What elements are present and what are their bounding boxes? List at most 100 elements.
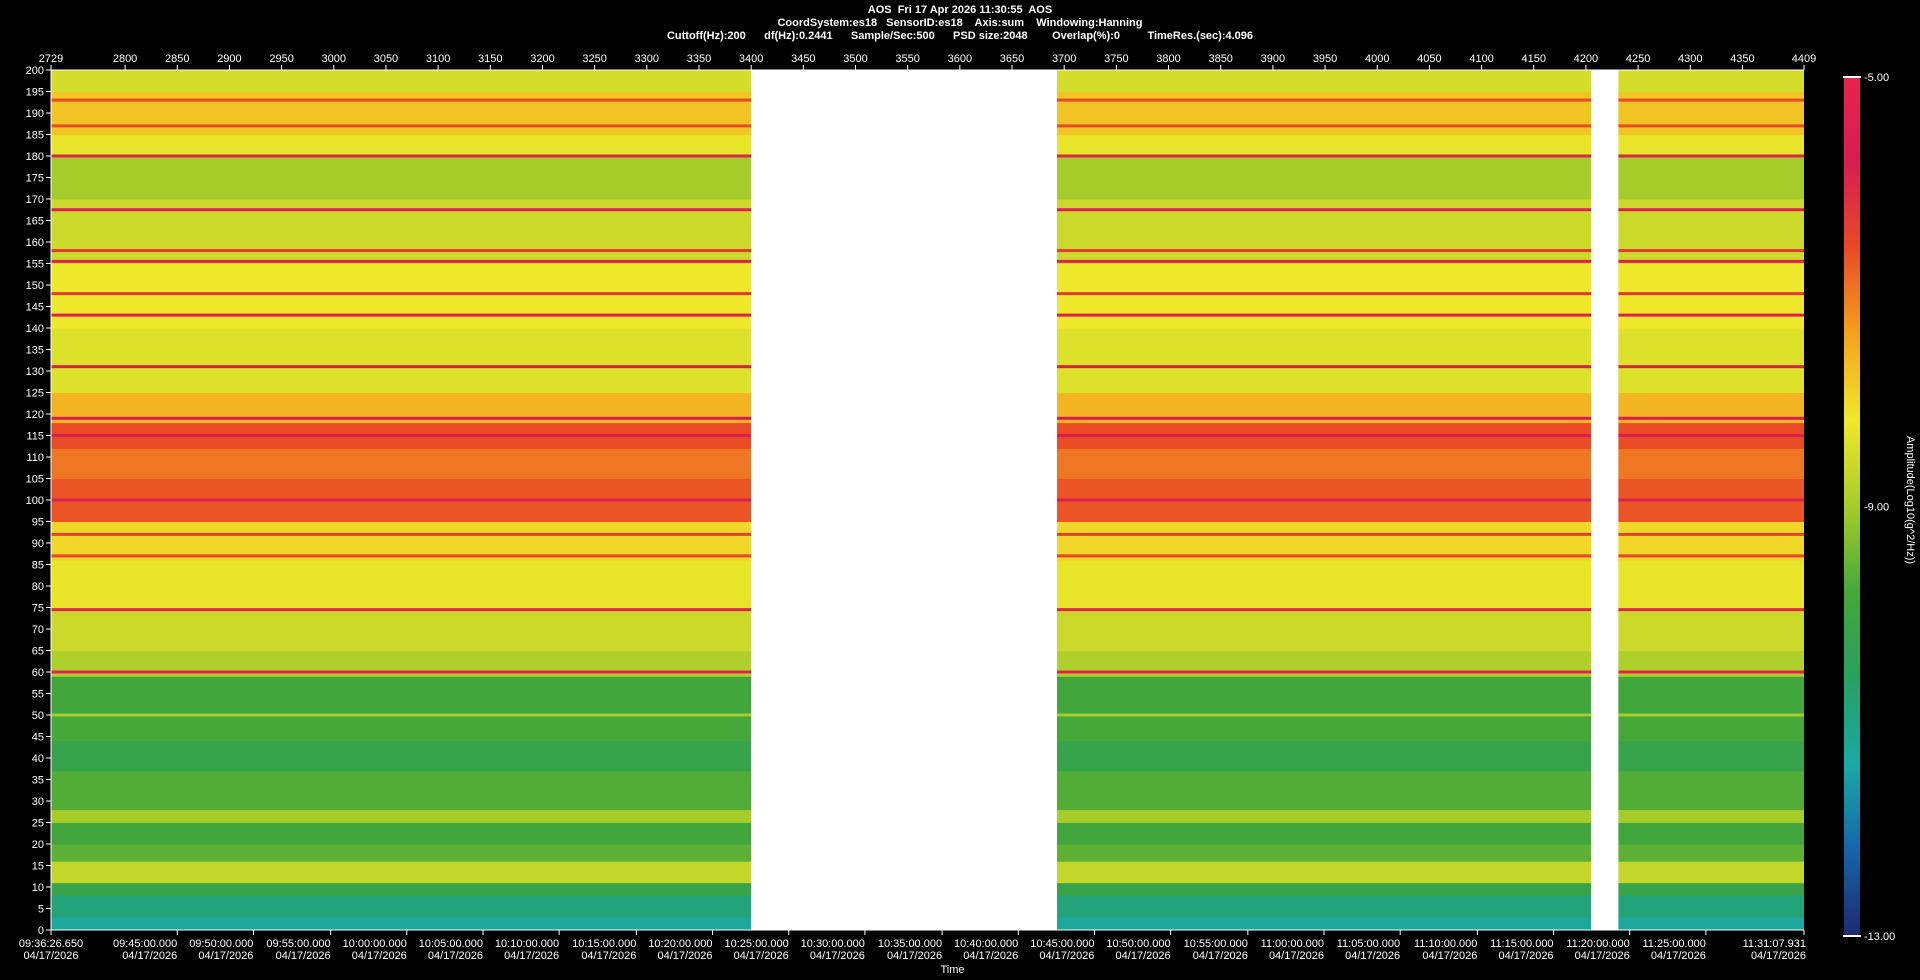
y-tick-label: 160 bbox=[26, 237, 44, 249]
frequency-band bbox=[51, 822, 752, 845]
spectral-line bbox=[1618, 259, 1804, 263]
top-tick-label: 3650 bbox=[1000, 53, 1024, 65]
frequency-band bbox=[1618, 448, 1804, 479]
frequency-band bbox=[51, 809, 752, 823]
y-tick-label: 155 bbox=[26, 259, 44, 271]
top-tick-label: 3850 bbox=[1208, 53, 1232, 65]
chart-header: AOS Fri 17 Apr 2026 11:30:55 AOS CoordSy… bbox=[0, 4, 1920, 43]
bottom-tick-time: 10:20:00.000 bbox=[648, 938, 712, 950]
spectral-line bbox=[1056, 98, 1592, 102]
frequency-band bbox=[1618, 263, 1804, 329]
spectral-line bbox=[51, 292, 752, 296]
bottom-tick-date: 04/17/2026 bbox=[1651, 950, 1706, 962]
frequency-band bbox=[1056, 134, 1592, 157]
top-tick-label: 4250 bbox=[1626, 53, 1650, 65]
frequency-band bbox=[1618, 521, 1804, 561]
y-tick-label: 120 bbox=[26, 409, 44, 421]
frequency-band bbox=[1056, 156, 1592, 200]
frequency-band bbox=[51, 521, 752, 561]
bottom-tick-date: 04/17/2026 bbox=[1345, 950, 1400, 962]
spectral-line bbox=[1618, 154, 1804, 158]
frequency-band bbox=[1618, 560, 1804, 608]
y-tick-label: 105 bbox=[26, 474, 44, 486]
spectral-line bbox=[1618, 498, 1804, 502]
top-tick-label: 3600 bbox=[948, 53, 972, 65]
frequency-band bbox=[1618, 328, 1804, 393]
top-tick-label: 4200 bbox=[1574, 53, 1598, 65]
spectral-line bbox=[1056, 124, 1592, 128]
top-tick-label: 3750 bbox=[1104, 53, 1128, 65]
y-tick-label: 95 bbox=[32, 517, 44, 529]
data-gap bbox=[1591, 70, 1619, 930]
spectral-line bbox=[51, 313, 752, 317]
bottom-tick-time: 10:30:00.000 bbox=[801, 938, 865, 950]
frequency-band bbox=[1618, 740, 1804, 772]
y-tick-label: 30 bbox=[32, 796, 44, 808]
frequency-band bbox=[1618, 861, 1804, 884]
y-tick-label: 20 bbox=[32, 839, 44, 851]
y-tick-label: 25 bbox=[32, 818, 44, 830]
spectral-line bbox=[1618, 292, 1804, 296]
frequency-band bbox=[51, 882, 752, 897]
bottom-tick-date: 04/17/2026 bbox=[23, 950, 78, 962]
bottom-tick-time: 10:35:00.000 bbox=[878, 938, 942, 950]
frequency-band bbox=[1056, 844, 1592, 862]
spectral-line bbox=[51, 416, 752, 420]
top-tick-label: 4050 bbox=[1417, 53, 1441, 65]
spectral-line bbox=[1056, 416, 1592, 420]
frequency-band bbox=[1618, 70, 1804, 92]
spectral-line bbox=[1618, 365, 1804, 369]
data-segment bbox=[51, 70, 752, 931]
bottom-tick-time: 10:55:00.000 bbox=[1184, 938, 1248, 950]
spectral-line bbox=[1618, 434, 1804, 437]
spectrogram-heatmap bbox=[51, 70, 1804, 931]
top-tick-label: 3500 bbox=[843, 53, 867, 65]
spectral-line bbox=[1056, 292, 1592, 296]
top-tick-label: 2800 bbox=[113, 53, 137, 65]
frequency-band bbox=[1618, 809, 1804, 823]
y-tick-label: 90 bbox=[32, 538, 44, 550]
top-tick-label: 3100 bbox=[426, 53, 450, 65]
top-tick-label: 3000 bbox=[322, 53, 346, 65]
bottom-tick-date: 04/17/2026 bbox=[1116, 950, 1171, 962]
y-tick-label: 150 bbox=[26, 280, 44, 292]
spectral-line bbox=[1056, 713, 1592, 717]
frequency-band bbox=[1618, 156, 1804, 200]
bottom-tick-date: 04/17/2026 bbox=[963, 950, 1018, 962]
spectral-line bbox=[1618, 670, 1804, 674]
frequency-band bbox=[1056, 861, 1592, 884]
y-tick-label: 35 bbox=[32, 775, 44, 787]
y-tick-label: 135 bbox=[26, 345, 44, 357]
data-segment bbox=[1618, 70, 1804, 931]
bottom-tick-time: 11:10:00.000 bbox=[1414, 938, 1477, 950]
colorbar: -5.00 -9.00 -13.00 Amplitude(Log10(g^2/Hz)) bbox=[1843, 72, 1916, 943]
bottom-tick-date: 04/17/2026 bbox=[1422, 950, 1477, 962]
top-tick-label: 3250 bbox=[582, 53, 606, 65]
frequency-band bbox=[51, 134, 752, 157]
bottom-tick-time: 11:31:07.931 bbox=[1743, 938, 1806, 950]
top-tick-label: 3150 bbox=[478, 53, 502, 65]
y-tick-label: 80 bbox=[32, 581, 44, 593]
top-tick-label: 2729 bbox=[39, 53, 63, 65]
y-tick-label: 65 bbox=[32, 646, 44, 658]
bottom-tick-time: 09:36:26.650 bbox=[19, 938, 83, 950]
colorbar-max-label: -5.00 bbox=[1864, 72, 1889, 84]
bottom-tick-time: 11:05:00.000 bbox=[1337, 938, 1400, 950]
frequency-band bbox=[1056, 448, 1592, 479]
bottom-tick-date: 04/17/2026 bbox=[504, 950, 559, 962]
frequency-band bbox=[51, 560, 752, 608]
spectral-line bbox=[1056, 313, 1592, 317]
frequency-band bbox=[1618, 895, 1804, 918]
frequency-band bbox=[1618, 134, 1804, 157]
spectral-line bbox=[51, 154, 752, 158]
bottom-tick-time: 10:00:00.000 bbox=[343, 938, 407, 950]
frequency-band bbox=[51, 70, 752, 92]
bottom-tick-date: 04/17/2026 bbox=[734, 950, 789, 962]
colorbar-mid-label: -9.00 bbox=[1864, 502, 1889, 514]
top-tick-label: 4000 bbox=[1365, 53, 1389, 65]
bottom-tick-time: 10:25:00.000 bbox=[724, 938, 788, 950]
bottom-tick-time: 11:15:00.000 bbox=[1490, 938, 1553, 950]
spectral-line bbox=[1618, 208, 1804, 212]
frequency-band bbox=[51, 844, 752, 862]
y-tick-label: 170 bbox=[26, 194, 44, 206]
